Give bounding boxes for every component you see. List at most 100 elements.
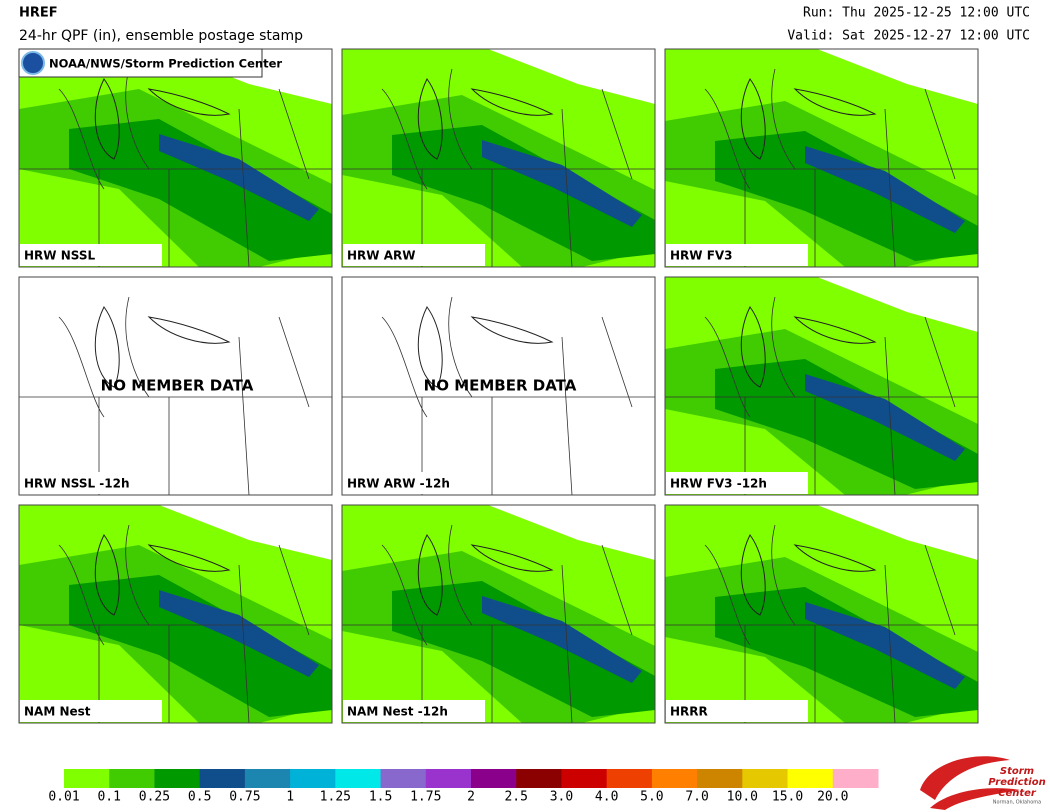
map-panel: NAM Nest -12h — [341, 504, 656, 724]
lake-outline — [417, 306, 554, 388]
logo-line: Center — [998, 788, 1037, 799]
panel-border — [664, 504, 979, 724]
panel-label: HRW ARW -12h — [347, 477, 450, 491]
legend-label: 1 — [286, 790, 294, 805]
precip-area — [69, 575, 332, 717]
precip-area — [159, 590, 319, 677]
state-borders — [342, 296, 655, 496]
label-box — [20, 700, 162, 722]
panel-label: NAM Nest -12h — [347, 705, 448, 719]
logo-box — [18, 48, 263, 78]
legend-swatch — [244, 769, 291, 788]
label-box — [666, 244, 808, 266]
legend-label: 1.25 — [320, 790, 351, 805]
map-background — [342, 277, 655, 495]
panel-border — [18, 504, 333, 724]
precip-area — [159, 134, 319, 221]
map-panel: HRW FV3 — [664, 48, 979, 268]
legend-label: 7.0 — [685, 790, 708, 805]
panel-border — [341, 48, 656, 268]
state-borders — [665, 296, 978, 496]
legend-swatch — [832, 769, 879, 788]
noaa-logo: NOAA/NWS/Storm Prediction Center — [18, 48, 282, 78]
legend-label: 0.5 — [188, 790, 211, 805]
legend-swatch — [380, 769, 427, 788]
state-borders — [19, 524, 332, 724]
state-borders — [19, 296, 332, 496]
precip-area — [392, 125, 655, 261]
logo-emblem — [21, 51, 45, 75]
map-panel: HRW FV3 -12h — [664, 276, 979, 496]
panel-border — [664, 276, 979, 496]
legend-swatch — [199, 769, 246, 788]
legend-label: 10.0 — [727, 790, 758, 805]
no-data-message: NO MEMBER DATA — [424, 377, 577, 395]
lake-outline — [417, 78, 554, 160]
precip-area — [392, 581, 655, 717]
lake-outline — [740, 78, 877, 160]
logo-line: Prediction — [988, 777, 1045, 788]
no-data-message: NO MEMBER DATA — [101, 377, 254, 395]
logo-location: Norman, Oklahoma — [993, 800, 1042, 806]
lake-outline — [94, 306, 231, 388]
label-box — [343, 244, 485, 266]
panel-border — [18, 276, 333, 496]
panel-label: HRW NSSL -12h — [24, 477, 130, 491]
state-borders — [665, 524, 978, 724]
legend-label: 0.01 — [48, 790, 79, 805]
legend-swatch — [290, 769, 336, 788]
panels: HRW NSSL HRW ARW HRW FV3 NO MEMBER DATA HRW … — [18, 48, 979, 724]
logo-text: NOAA/NWS/Storm Prediction Center — [49, 57, 282, 71]
panel-label: HRW NSSL — [24, 249, 95, 263]
state-borders — [342, 68, 655, 268]
legend-label: 3.0 — [550, 790, 573, 805]
legend-swatch — [471, 769, 517, 788]
logo-swoosh — [920, 756, 1010, 800]
legend-swatch — [651, 769, 698, 788]
legend-swatch — [109, 769, 155, 788]
state-borders — [19, 68, 332, 268]
precip-area — [805, 602, 965, 689]
legend-swatch — [561, 769, 608, 788]
label-box — [343, 700, 485, 722]
map-background — [19, 277, 332, 495]
precip-area — [715, 587, 978, 717]
legend-swatch — [787, 769, 834, 788]
precip-area — [715, 359, 978, 489]
lake-outline — [417, 534, 554, 616]
legend-label: 0.25 — [139, 790, 170, 805]
map-panel: NAM Nest — [18, 504, 333, 724]
map-panel: NO MEMBER DATA HRW ARW -12h — [341, 276, 656, 496]
label-box — [666, 472, 808, 494]
panel-label: HRW FV3 — [670, 249, 733, 263]
legend-swatch — [606, 769, 653, 788]
legend-label: 5.0 — [640, 790, 663, 805]
legend-swatch — [516, 769, 562, 788]
precip-area — [805, 146, 965, 233]
legend-label: 0.75 — [229, 790, 260, 805]
valid-time: Valid: Sat 2025-12-27 12:00 UTC — [787, 29, 1030, 44]
legend-label: 2 — [467, 790, 475, 805]
legend-swatch — [64, 769, 110, 788]
legend-swatch — [154, 769, 201, 788]
subtitle: 24-hr QPF (in), ensemble postage stamp — [19, 28, 303, 44]
panel-label: HRW FV3 -12h — [670, 477, 767, 491]
title: HREF — [19, 6, 58, 21]
panel-border — [341, 276, 656, 496]
lake-outline — [94, 78, 231, 160]
lake-outline — [740, 534, 877, 616]
label-box — [20, 472, 162, 494]
logo-swoosh — [930, 788, 1020, 810]
precip-area — [69, 119, 332, 261]
logo-line: Storm — [1000, 766, 1034, 777]
panel-label: NAM Nest — [24, 705, 91, 719]
legend-label: 1.5 — [369, 790, 392, 805]
map-panel: HRW ARW — [341, 48, 656, 268]
lake-outline — [94, 534, 231, 616]
label-box — [20, 244, 162, 266]
legend-swatch — [742, 769, 789, 788]
spc-logo: Storm Prediction Center Norman, Oklahoma — [920, 756, 1046, 810]
precip-area — [715, 131, 978, 261]
map-panel: NO MEMBER DATA HRW NSSL -12h — [18, 276, 333, 496]
